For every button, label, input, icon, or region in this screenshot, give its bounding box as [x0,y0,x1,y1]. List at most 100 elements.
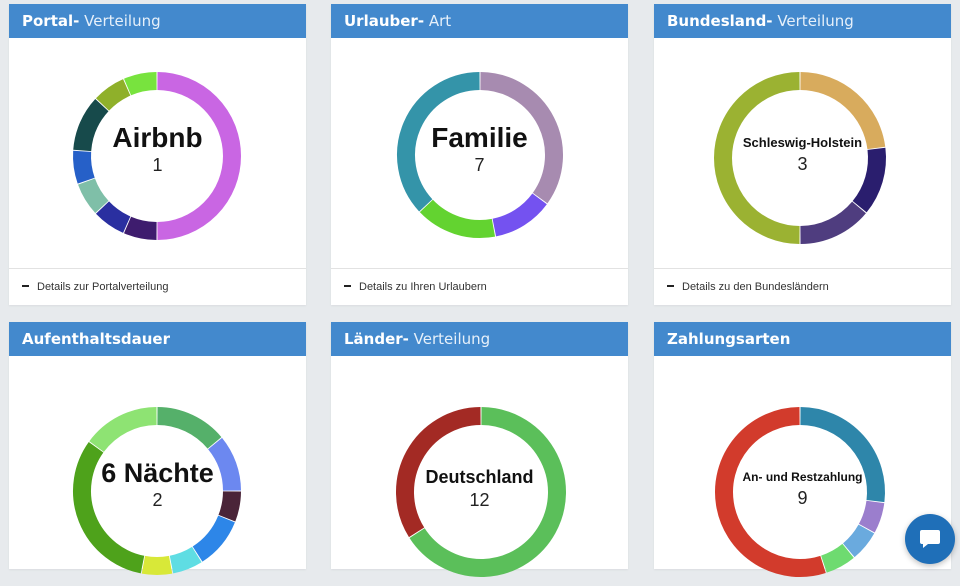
card-title: Länder- [344,330,409,348]
card-title: Urlauber- [344,12,425,30]
donut-center-count: 2 [152,490,163,510]
laender-donut-chart: Deutschland 12 [331,356,628,586]
donut-segment[interactable] [141,555,173,575]
donut-center-count: 9 [797,488,808,508]
donut-hole [418,93,542,217]
laender-card: Länder- Verteilung Deutschland 12 [331,322,628,577]
donut-center: An- und Restzahlung 9 [654,467,951,509]
card-title: Bundesland- [667,12,773,30]
donut-center-label: Familie [431,122,528,153]
card-subtitle: Verteilung [772,12,854,30]
donut-center-label: 6 Nächte [101,458,214,488]
card-header: Aufenthaltsdauer [9,322,306,356]
portal-donut-chart: Airbnb 1 [9,38,306,268]
donut-segment[interactable] [73,150,95,184]
card-subtitle: Verteilung [79,12,161,30]
donut-segment[interactable] [169,546,202,574]
donut-segment[interactable] [858,500,885,533]
urlauber-card: Urlauber- Art Familie 7 Details zu Ihren… [331,4,628,305]
donut-center-label: Schleswig-Holstein [742,135,863,150]
card-title: Aufenthaltsdauer [22,330,170,348]
donut-segment[interactable] [419,199,496,238]
chat-button[interactable] [905,514,955,564]
collapse-icon [344,285,351,288]
donut-center-count: 1 [152,155,163,175]
card-header: Urlauber- Art [331,4,628,38]
donut-segment[interactable] [396,407,481,538]
donut-segment[interactable] [123,72,157,96]
donut-segment[interactable] [852,147,886,213]
card-title: Zahlungsarten [667,330,791,348]
card-subtitle: Art [424,12,452,30]
donut-svg [714,72,886,244]
donut-hole [94,428,220,554]
donut-center: Schleswig-Holstein 3 [654,133,951,175]
donut-segment[interactable] [207,437,241,491]
donut-segment[interactable] [842,524,875,558]
bundesland-donut-chart: Schleswig-Holstein 3 [654,38,951,268]
portal-card: Portal- Verteilung Airbnb 1 Details zur … [9,4,306,305]
donut-center: Airbnb 1 [9,122,306,176]
donut-segment[interactable] [73,442,145,574]
donut-hole [735,93,865,223]
donut-svg [396,407,566,577]
donut-center-count: 7 [474,155,485,175]
donut-center-label: An- und Restzahlung [742,470,863,484]
donut-center-label: Deutschland [425,467,534,487]
donut-center-count: 12 [469,490,490,510]
details-toggle[interactable]: Details zur Portalverteilung [9,268,306,304]
card-header: Bundesland- Verteilung [654,4,951,38]
card-title: Portal- [22,12,80,30]
details-toggle-label: Details zur Portalverteilung [37,281,169,293]
urlauber-donut-chart: Familie 7 [331,38,628,268]
donut-segment[interactable] [715,407,826,577]
donut-segment[interactable] [192,515,235,562]
collapse-icon [667,285,674,288]
donut-segment[interactable] [89,407,157,453]
collapse-icon [22,285,29,288]
donut-segment[interactable] [95,79,131,111]
zahlungsarten-card: Zahlungsarten An- und Restzahlung 9 [654,322,951,577]
donut-segment[interactable] [73,99,109,152]
donut-segment[interactable] [800,407,885,503]
card-header: Portal- Verteilung [9,4,306,38]
donut-svg [73,72,241,240]
details-toggle-label: Details zu Ihren Urlaubern [359,281,487,293]
donut-segment[interactable] [397,72,480,212]
donut-hole [736,428,864,556]
donut-segment[interactable] [820,543,854,573]
donut-svg [715,407,885,577]
donut-center: Deutschland 12 [331,465,628,511]
donut-hole [417,428,545,556]
donut-center: 6 Nächte 2 [9,457,306,511]
donut-segment[interactable] [123,216,157,240]
donut-center: Familie 7 [331,122,628,176]
details-toggle-label: Details zu den Bundesländern [682,281,829,293]
donut-segment[interactable] [714,72,800,244]
donut-segment[interactable] [78,178,109,213]
bundesland-card: Bundesland- Verteilung Schleswig-Holstei… [654,4,951,305]
chat-bubble-icon [920,530,940,548]
details-toggle[interactable]: Details zu Ihren Urlaubern [331,268,628,304]
donut-svg [397,72,563,238]
donut-center-count: 3 [797,154,808,174]
card-header: Zahlungsarten [654,322,951,356]
donut-svg [73,407,241,575]
aufenthaltsdauer-card: Aufenthaltsdauer 6 Nächte 2 [9,322,306,575]
donut-segment[interactable] [800,72,886,150]
details-toggle[interactable]: Details zu den Bundesländern [654,268,951,304]
donut-segment[interactable] [218,491,241,522]
card-header: Länder- Verteilung [331,322,628,356]
zahlungsarten-donut-chart: An- und Restzahlung 9 [654,356,951,586]
donut-center-label: Airbnb [112,122,203,153]
donut-segment[interactable] [409,407,566,577]
donut-segment[interactable] [480,72,563,204]
card-subtitle: Verteilung [408,330,491,348]
donut-segment[interactable] [157,72,241,240]
donut-segment[interactable] [800,201,866,244]
aufenthaltsdauer-donut-chart: 6 Nächte 2 [9,356,306,586]
donut-segment[interactable] [157,407,222,449]
donut-segment[interactable] [492,193,547,237]
donut-hole [94,93,220,219]
donut-segment[interactable] [95,201,131,233]
